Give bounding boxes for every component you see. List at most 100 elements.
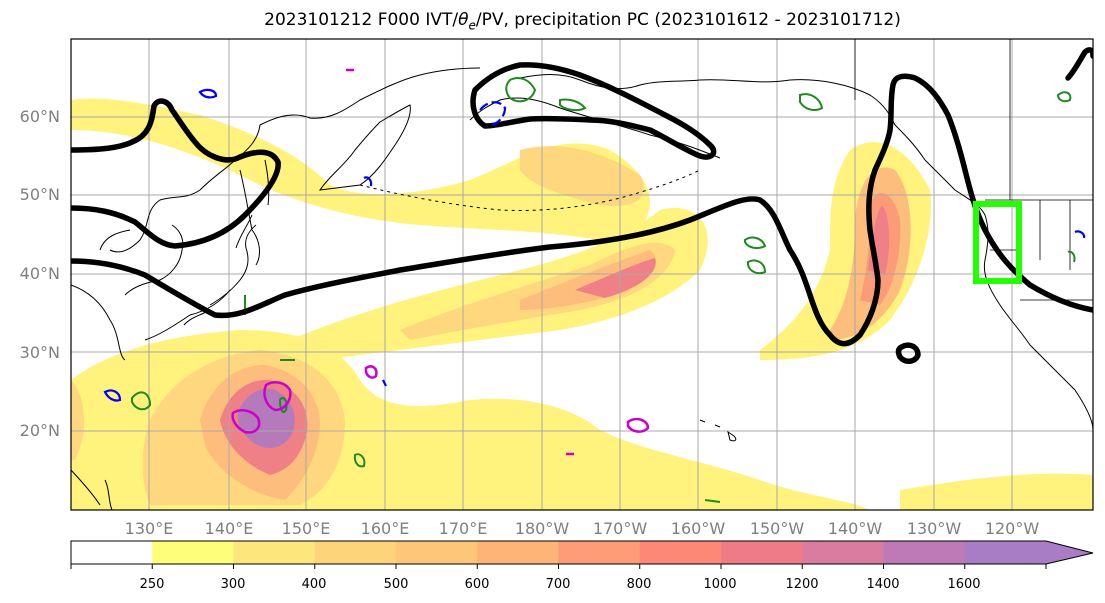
coast-aleutians bbox=[359, 169, 701, 211]
ivt-level-2-north bbox=[520, 146, 644, 206]
colorbar-label: 1600 bbox=[947, 577, 980, 592]
colorbar-swatch bbox=[721, 541, 803, 564]
colorbar-swatch bbox=[396, 541, 478, 564]
ivt-level-1-north bbox=[71, 98, 650, 240]
colorbar-label: 1000 bbox=[703, 577, 736, 592]
magenta-contour bbox=[231, 409, 261, 434]
blue-contour-dashed bbox=[479, 101, 507, 127]
latitude-labels: 60°N 50°N 40°N 30°N 20°N bbox=[20, 107, 60, 440]
colorbar-swatch bbox=[71, 541, 153, 564]
lon-label: 140°E bbox=[205, 519, 254, 538]
lat-label: 40°N bbox=[20, 264, 60, 283]
colorbar-swatch bbox=[964, 541, 1047, 564]
theta-e-contour bbox=[744, 236, 767, 250]
blue-contour bbox=[363, 176, 373, 187]
map-layers bbox=[71, 39, 1093, 510]
pv-contour-northeast bbox=[1065, 47, 1093, 81]
coast-hawaii bbox=[699, 419, 737, 442]
lon-label: 170°E bbox=[439, 519, 488, 538]
ivt-level-1-central bbox=[290, 208, 708, 360]
theta-e-contour bbox=[1056, 91, 1072, 103]
theta-e-contour bbox=[1067, 250, 1076, 263]
pv-contour-small bbox=[895, 342, 921, 364]
theta-e-contour bbox=[559, 98, 587, 112]
ivt-level-3-central bbox=[520, 250, 656, 310]
border-lines bbox=[854, 39, 1093, 301]
blue-contour bbox=[382, 379, 387, 387]
ivt-level-2-west bbox=[71, 380, 85, 460]
colorbar-label: 800 bbox=[627, 577, 652, 592]
pv-contours bbox=[71, 47, 1093, 364]
colorbar-swatch bbox=[802, 541, 884, 564]
lon-label: 160°E bbox=[361, 519, 410, 538]
lon-label: 150°W bbox=[750, 519, 805, 538]
coast-sakhalin bbox=[264, 159, 270, 206]
pv-contour-main bbox=[71, 73, 1093, 347]
colorbar-swatch bbox=[639, 541, 722, 564]
colorbar-extend-arrow bbox=[1046, 541, 1093, 564]
target-region-box bbox=[973, 201, 1022, 284]
lon-label: 140°W bbox=[828, 519, 883, 538]
lon-label: 160°W bbox=[671, 519, 726, 538]
longitude-labels: 130°E 140°E 150°E 160°E 170°E 180°W 170°… bbox=[125, 519, 1040, 538]
magenta-contour bbox=[263, 381, 292, 412]
negative-contours bbox=[103, 88, 1086, 402]
colorbar-label: 1200 bbox=[785, 577, 818, 592]
map-title: 2023101212 F000 IVT/θe/PV, precipitation… bbox=[264, 10, 901, 33]
colorbar-swatch bbox=[477, 541, 559, 564]
colorbar-swatch bbox=[558, 541, 641, 564]
theta-e-contours bbox=[131, 77, 1076, 503]
theta-e-contour bbox=[353, 453, 366, 468]
lat-label: 50°N bbox=[20, 185, 60, 204]
lat-label: 20°N bbox=[20, 421, 60, 440]
colorbar-label: 500 bbox=[384, 577, 409, 592]
pv-contour-alaska bbox=[470, 62, 717, 160]
ivt-level-1-southeast bbox=[900, 473, 1093, 510]
lon-label: 120°W bbox=[985, 519, 1040, 538]
theta-e-contour bbox=[278, 397, 288, 413]
coast-philippines bbox=[71, 469, 113, 510]
colorbar-label: 300 bbox=[221, 577, 246, 592]
theta-e-contour bbox=[747, 259, 767, 275]
colorbar-swatch bbox=[883, 541, 966, 564]
colorbar-label: 700 bbox=[546, 577, 571, 592]
positive-contours bbox=[231, 68, 650, 456]
coast-kamchatka bbox=[318, 104, 411, 191]
lon-label: 130°E bbox=[125, 519, 174, 538]
colorbar-labels: 250 300 400 500 600 700 800 1000 1200 14… bbox=[140, 577, 981, 592]
coast-east-asia bbox=[71, 67, 481, 361]
colorbar: 250 300 400 500 600 700 800 1000 1200 14… bbox=[70, 540, 1094, 592]
lon-label: 170°W bbox=[593, 519, 648, 538]
lon-label: 180°W bbox=[515, 519, 570, 538]
colorbar-ticks bbox=[70, 564, 1047, 569]
magenta-contour bbox=[364, 365, 378, 379]
political-borders bbox=[854, 39, 1093, 301]
colorbar-label: 250 bbox=[140, 577, 165, 592]
pv-contour-west bbox=[71, 98, 281, 249]
lon-label: 130°W bbox=[907, 519, 962, 538]
ivt-level-5-central bbox=[575, 258, 656, 298]
coastlines bbox=[71, 67, 1093, 510]
lat-label: 60°N bbox=[20, 107, 60, 126]
colorbar-swatch bbox=[233, 541, 316, 564]
coast-japan bbox=[183, 214, 257, 326]
colorbar-label: 600 bbox=[465, 577, 490, 592]
blue-contour bbox=[1074, 230, 1086, 239]
blue-contour bbox=[198, 88, 218, 99]
theta-e-contour-alaska bbox=[505, 77, 537, 103]
colorbar-label: 1400 bbox=[866, 577, 899, 592]
magenta-contour bbox=[626, 417, 650, 433]
map-frame bbox=[70, 38, 1094, 511]
colorbar-swatch bbox=[152, 541, 234, 564]
colorbar-label: 400 bbox=[302, 577, 327, 592]
colorbar-swatch bbox=[314, 541, 397, 564]
lat-label: 30°N bbox=[20, 343, 60, 362]
blue-contour bbox=[103, 389, 122, 402]
lon-label: 150°E bbox=[282, 519, 331, 538]
theta-e-contour bbox=[131, 391, 152, 411]
colorbar-swatches bbox=[71, 541, 1047, 564]
theta-e-contour bbox=[704, 499, 721, 503]
theta-e-contour bbox=[799, 93, 824, 111]
colorbar-outline bbox=[70, 540, 1094, 565]
